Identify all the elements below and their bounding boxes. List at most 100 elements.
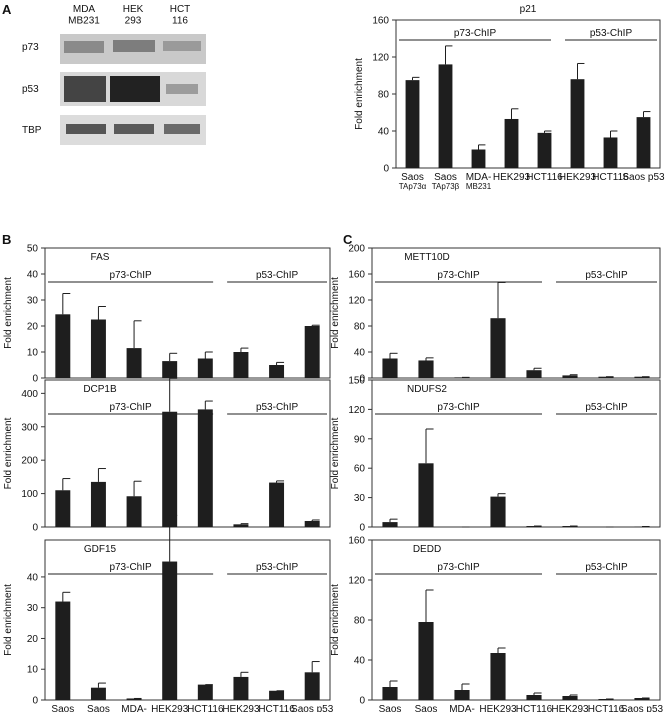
y-tick-label: 300 xyxy=(21,422,38,433)
y-tick-label: 30 xyxy=(354,493,366,504)
bar xyxy=(162,412,177,527)
y-tick-label: 40 xyxy=(354,656,366,667)
y-tick-label: 0 xyxy=(359,696,365,707)
group-label: p73-ChIP xyxy=(109,562,152,573)
x-tick-label: MDA-MB231 xyxy=(466,172,492,191)
error-bar xyxy=(277,481,284,483)
error-bar xyxy=(205,401,212,409)
y-tick-label: 120 xyxy=(348,296,365,307)
x-tick-label: HCT116 xyxy=(187,704,224,712)
bar xyxy=(490,653,505,700)
group-label: p53-ChIP xyxy=(256,270,299,281)
bar xyxy=(562,696,577,700)
error-bar xyxy=(462,684,470,690)
error-bar xyxy=(312,662,319,673)
chart-title: NDUFS2 xyxy=(407,384,447,395)
error-bar xyxy=(98,683,105,688)
band xyxy=(110,76,160,102)
y-axis-label: Fold enrichment xyxy=(330,584,341,656)
bar xyxy=(127,496,142,527)
y-tick-label: 200 xyxy=(348,244,365,255)
bar xyxy=(305,521,320,527)
bar xyxy=(198,409,213,527)
bar xyxy=(127,348,142,378)
x-tick-label: MDA-MB231 xyxy=(121,704,147,712)
y-tick-label: 0 xyxy=(383,164,389,175)
y-tick-label: 10 xyxy=(27,348,39,359)
y-tick-label: 60 xyxy=(354,464,366,475)
error-bar xyxy=(498,648,506,653)
error-bar xyxy=(426,429,434,463)
x-tick-label: Saos p53 xyxy=(622,172,665,183)
error-bar xyxy=(390,519,398,522)
error-bar xyxy=(512,109,519,119)
error-bar xyxy=(63,294,70,315)
band xyxy=(164,124,200,134)
x-tick-label: HEK293 xyxy=(222,704,260,712)
y-tick-label: 0 xyxy=(32,696,38,707)
y-tick-label: 40 xyxy=(378,127,390,138)
y-tick-label: 50 xyxy=(27,244,39,255)
group-label: p73-ChIP xyxy=(454,28,497,39)
group-label: p73-ChIP xyxy=(437,402,480,413)
group-label: p73-ChIP xyxy=(109,270,152,281)
error-bar xyxy=(578,63,585,79)
y-tick-label: 150 xyxy=(348,376,365,387)
bar xyxy=(198,359,213,379)
x-tick-label: HCT116 xyxy=(258,704,295,712)
bar xyxy=(418,463,433,527)
band xyxy=(114,124,154,134)
error-bar xyxy=(570,695,578,696)
error-bar xyxy=(205,352,212,359)
error-bar xyxy=(170,353,177,361)
plot-frame xyxy=(372,248,660,378)
bar xyxy=(454,690,469,700)
y-tick-label: 40 xyxy=(27,270,39,281)
bar xyxy=(418,360,433,378)
y-tick-label: 40 xyxy=(354,348,366,359)
chart-title: GDF15 xyxy=(84,544,117,555)
error-bar xyxy=(426,358,434,361)
error-bar xyxy=(644,112,651,118)
bar xyxy=(233,524,248,527)
error-bar xyxy=(570,375,578,376)
bar xyxy=(55,490,70,527)
y-axis-label: Fold enrichment xyxy=(330,417,341,489)
group-label: p53-ChIP xyxy=(585,402,628,413)
panel-letter: B xyxy=(2,232,11,247)
bar xyxy=(526,370,541,378)
x-tick-label: HEK293 xyxy=(551,704,589,712)
row-label: p73 xyxy=(22,42,39,53)
bar xyxy=(538,133,552,168)
bar xyxy=(439,64,453,168)
group-label: p53-ChIP xyxy=(256,562,299,573)
error-bar xyxy=(534,368,542,370)
y-tick-label: 200 xyxy=(21,456,38,467)
x-tick-label: Saos p53 xyxy=(291,704,334,712)
error-bar xyxy=(498,282,506,318)
group-label: p73-ChIP xyxy=(437,270,480,281)
error-bar xyxy=(611,131,618,137)
bar xyxy=(382,359,397,379)
error-bar xyxy=(479,145,486,150)
band xyxy=(66,124,106,134)
bar xyxy=(233,352,248,378)
bar xyxy=(604,137,618,168)
bar xyxy=(490,497,505,527)
y-tick-label: 80 xyxy=(354,616,366,627)
error-bar xyxy=(446,46,453,65)
band xyxy=(64,76,106,102)
y-tick-label: 0 xyxy=(32,523,38,534)
x-tick-label: Saos p53 xyxy=(621,704,664,712)
y-axis-label: Fold enrichment xyxy=(3,277,14,349)
chart-title: DEDD xyxy=(413,544,441,555)
error-bar xyxy=(134,321,141,348)
bar xyxy=(269,483,284,527)
band xyxy=(166,84,198,94)
row-label: p53 xyxy=(22,84,39,95)
error-bar xyxy=(545,131,552,133)
x-tick-label: HCT116 xyxy=(588,704,625,712)
